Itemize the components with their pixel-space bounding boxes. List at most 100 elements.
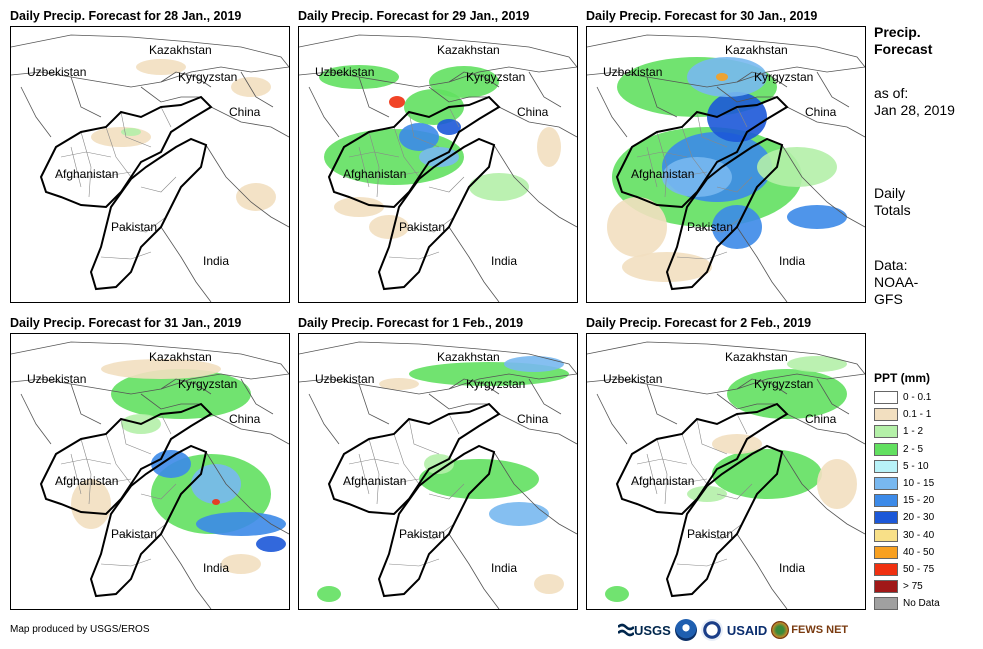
country-label-kyrgyzstan: Kyrgyzstan xyxy=(754,377,814,391)
province-boundary xyxy=(408,418,440,455)
country-boundary xyxy=(448,71,500,88)
province-boundary xyxy=(160,413,172,435)
country-label-india: India xyxy=(203,254,230,268)
precip-area xyxy=(196,512,286,536)
precip-area xyxy=(537,127,561,167)
usgs-logo-text: USGS xyxy=(634,622,671,638)
country-boundary xyxy=(781,451,865,535)
country-label-kyrgyzstan: Kyrgyzstan xyxy=(178,377,238,391)
forecast-map: Kazakhstan Uzbekistan Kyrgyzstan China Afgha… xyxy=(586,333,866,610)
usaid-logo: USAID xyxy=(727,618,767,642)
province-boundary xyxy=(60,151,112,158)
country-boundary xyxy=(160,378,212,395)
precip-area xyxy=(712,434,762,454)
forecast-map: Kazakhstan Uzbekistan Kyrgyzstan China Afgha… xyxy=(10,26,290,303)
country-label-uzbekistan: Uzbekistan xyxy=(27,372,87,386)
country-label-uzbekistan: Uzbekistan xyxy=(603,65,663,79)
country-label-kyrgyzstan: Kyrgyzstan xyxy=(754,70,814,84)
country-label-pakistan: Pakistan xyxy=(687,527,734,541)
country-boundary xyxy=(299,341,577,395)
country-label-kazakhstan: Kazakhstan xyxy=(149,43,212,57)
country-boundary xyxy=(646,383,678,425)
country-boundary xyxy=(428,393,489,410)
country-boundary xyxy=(140,393,201,410)
province-boundary xyxy=(115,523,167,540)
province-boundary xyxy=(105,126,132,178)
legend-swatch xyxy=(874,511,898,525)
legend-label: 0.1 - 1 xyxy=(903,409,932,421)
legend-swatch xyxy=(874,425,898,439)
country-boundary xyxy=(596,86,628,138)
country-boundary xyxy=(646,76,678,118)
country-boundary xyxy=(528,71,562,108)
country-label-kazakhstan: Kazakhstan xyxy=(725,350,788,364)
province-boundary xyxy=(716,176,753,193)
legend-label: 2 - 5 xyxy=(903,443,924,455)
province-boundary xyxy=(681,433,708,485)
panel-title: Daily Precip. Forecast for 30 Jan., 2019 xyxy=(586,9,818,23)
precip-area xyxy=(504,356,564,372)
province-boundary xyxy=(736,413,748,435)
province-boundary xyxy=(636,458,688,465)
legend-item: 20 - 30 xyxy=(874,509,979,526)
province-boundary xyxy=(681,126,708,178)
province-boundary xyxy=(56,478,132,485)
province-boundary xyxy=(80,438,92,505)
precip-area xyxy=(469,173,529,201)
precip-area xyxy=(534,574,564,594)
province-boundary xyxy=(676,251,728,260)
legend-label: 5 - 10 xyxy=(903,460,929,472)
country-label-india: India xyxy=(779,254,806,268)
province-boundary xyxy=(140,176,177,193)
country-boundary xyxy=(205,451,289,535)
country-boundary xyxy=(428,86,489,103)
province-boundary xyxy=(632,171,708,178)
province-boundary xyxy=(388,251,440,260)
province-boundary xyxy=(428,483,465,500)
country-boundary xyxy=(140,86,201,103)
data-label: Data: xyxy=(874,257,908,273)
legend-swatch xyxy=(874,580,898,594)
forecast-map: Kazakhstan Uzbekistan Kyrgyzstan China Afgha… xyxy=(586,26,866,303)
fews-net-logo: FEWS NET xyxy=(771,618,848,642)
country-boundary xyxy=(493,144,577,228)
country-label-uzbekistan: Uzbekistan xyxy=(315,65,375,79)
country-boundary xyxy=(587,34,865,88)
country-label-china: China xyxy=(517,412,549,426)
country-label-china: China xyxy=(805,412,837,426)
legend-label: 10 - 15 xyxy=(903,478,935,490)
forecast-panel: Daily Precip. Forecast for 1 Feb., 2019 K… xyxy=(298,316,580,612)
province-boundary xyxy=(80,131,92,198)
country-label-kazakhstan: Kazakhstan xyxy=(437,350,500,364)
precip-area xyxy=(91,127,151,147)
province-boundary xyxy=(448,413,460,435)
precip-area xyxy=(757,147,837,187)
precip-area xyxy=(787,356,847,372)
legend-label: No Data xyxy=(903,598,940,610)
legend-title: PPT (mm) xyxy=(874,371,931,385)
country-boundary xyxy=(70,383,102,425)
legend-swatch xyxy=(874,477,898,491)
focus-country-outline xyxy=(665,137,784,291)
country-label-china: China xyxy=(229,105,261,119)
country-label-afghanistan: Afghanistan xyxy=(631,474,695,488)
forecast-panel: Daily Precip. Forecast for 28 Jan., 2019… xyxy=(10,9,292,305)
precip-area xyxy=(212,499,220,505)
legend-swatch xyxy=(874,597,898,611)
province-boundary xyxy=(348,151,400,158)
province-boundary xyxy=(656,131,668,198)
precip-area xyxy=(437,119,461,135)
forecast-panel: Daily Precip. Forecast for 31 Jan., 2019… xyxy=(10,316,292,612)
legend-label: > 75 xyxy=(903,581,923,593)
country-label-uzbekistan: Uzbekistan xyxy=(27,65,87,79)
precip-area xyxy=(787,205,847,229)
forecast-map: Kazakhstan Uzbekistan Kyrgyzstan China Afgha… xyxy=(298,26,578,303)
legend-item: 0 - 0.1 xyxy=(874,389,979,406)
country-label-afghanistan: Afghanistan xyxy=(343,474,407,488)
map-canvas xyxy=(299,341,577,609)
legend-item: 10 - 15 xyxy=(874,475,979,492)
province-boundary xyxy=(348,458,400,465)
country-label-afghanistan: Afghanistan xyxy=(631,167,695,181)
province-boundary xyxy=(140,483,177,500)
data-source-line2: GFS xyxy=(874,291,903,307)
